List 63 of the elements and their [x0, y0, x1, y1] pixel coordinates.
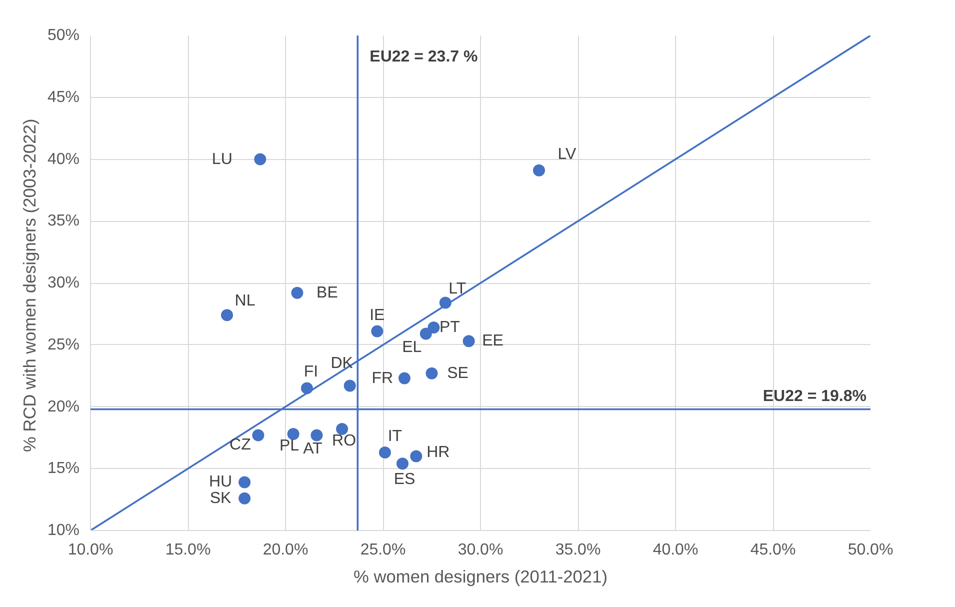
annotation: LV: [558, 146, 577, 163]
y-tick-label: 20%: [47, 398, 80, 416]
point: [533, 164, 545, 176]
x-tick-label: 45.0%: [750, 542, 796, 558]
annotation: CZ: [230, 436, 252, 454]
point: [291, 286, 304, 299]
y-axis-title: % RCD with women designers (2003-2022): [19, 118, 40, 452]
annotation: SK: [210, 490, 232, 507]
point: [252, 429, 264, 442]
point: [238, 492, 251, 504]
x-axis-title: % women designers (2011-2021): [354, 566, 608, 586]
ref-line-label: EU22 = 19.8%: [762, 388, 866, 406]
y-tick-label: 30%: [47, 274, 80, 292]
point: [378, 446, 391, 459]
annotation: IE: [370, 306, 385, 324]
x-tick-label: 30.0%: [458, 542, 504, 558]
point: [310, 429, 323, 442]
point: [238, 476, 251, 488]
annotation: AT: [303, 440, 323, 458]
point: [221, 309, 233, 322]
x-tick-label: 20.0%: [262, 542, 308, 558]
x-tick-label: 25.0%: [360, 542, 406, 558]
y-tick-label: 25%: [47, 336, 80, 354]
point: [410, 450, 422, 462]
point: [396, 458, 408, 470]
annotation: LU: [212, 150, 232, 168]
annotation: DK: [330, 355, 354, 372]
annotation: HU: [208, 474, 232, 491]
annotation: EE: [482, 332, 504, 350]
annotation: ES: [394, 471, 416, 488]
x-tick-label: 40.0%: [652, 542, 698, 558]
x-tick-label: 10.0%: [68, 542, 114, 558]
point: [426, 367, 438, 380]
y-tick-label: 45%: [47, 88, 80, 106]
point: [462, 335, 475, 348]
point: [398, 372, 410, 384]
annotation: FI: [304, 364, 318, 381]
point: [344, 380, 356, 392]
ref-line-label: EU22 = 23.7 %: [370, 48, 478, 66]
point: [254, 153, 266, 166]
annotation: FR: [372, 370, 394, 387]
annotation: IT: [388, 428, 402, 446]
y-tick-label: 10%: [47, 522, 80, 539]
annotation: PL: [280, 437, 300, 454]
point: [371, 325, 384, 338]
y-tick-label: 15%: [47, 460, 80, 478]
annotation: NL: [234, 292, 256, 310]
point: [428, 322, 440, 334]
point: [420, 328, 432, 340]
point: [287, 428, 300, 440]
annotation: RO: [332, 432, 356, 450]
y-tick-label: 35%: [47, 212, 80, 230]
annotation: BE: [316, 284, 338, 302]
annotation: LT: [448, 280, 466, 298]
annotation: HR: [426, 444, 450, 461]
x-tick-label: 50.0%: [848, 542, 894, 558]
annotation: PT: [439, 319, 460, 336]
x-tick-label: 35.0%: [555, 542, 601, 558]
x-tick-label: 15.0%: [165, 542, 211, 558]
annotation: EL: [402, 339, 422, 356]
annotation: SE: [447, 364, 468, 382]
y-tick-label: 50%: [47, 27, 80, 44]
y-tick-label: 40%: [47, 150, 80, 168]
